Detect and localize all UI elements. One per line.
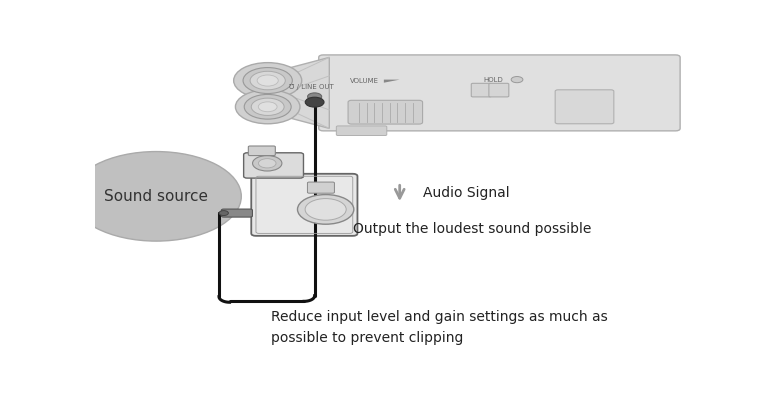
Circle shape — [71, 152, 241, 241]
Circle shape — [245, 95, 291, 119]
FancyBboxPatch shape — [489, 83, 509, 97]
Circle shape — [298, 194, 354, 224]
Text: ℧ / LINE OUT: ℧ / LINE OUT — [289, 85, 334, 90]
Text: Output the loudest sound possible: Output the loudest sound possible — [353, 222, 591, 236]
Polygon shape — [259, 57, 329, 128]
Text: HOLD: HOLD — [484, 77, 503, 83]
FancyBboxPatch shape — [221, 209, 252, 217]
Circle shape — [250, 71, 285, 90]
Circle shape — [305, 198, 346, 220]
Text: Reduce input level and gain settings as much as
possible to prevent clipping: Reduce input level and gain settings as … — [271, 310, 607, 345]
Text: Sound source: Sound source — [104, 189, 208, 204]
Circle shape — [258, 159, 276, 168]
FancyBboxPatch shape — [555, 90, 614, 124]
Circle shape — [305, 97, 324, 107]
Circle shape — [234, 63, 302, 99]
Circle shape — [235, 90, 300, 124]
Circle shape — [243, 68, 292, 93]
FancyBboxPatch shape — [319, 55, 680, 131]
Circle shape — [307, 93, 322, 100]
Circle shape — [258, 102, 277, 112]
Circle shape — [511, 77, 523, 83]
FancyBboxPatch shape — [248, 146, 276, 156]
Text: VOLUME: VOLUME — [350, 77, 378, 83]
FancyBboxPatch shape — [307, 182, 335, 193]
Circle shape — [253, 156, 282, 171]
Circle shape — [257, 75, 279, 86]
Circle shape — [251, 98, 284, 115]
FancyBboxPatch shape — [251, 174, 357, 236]
FancyBboxPatch shape — [244, 153, 304, 178]
FancyBboxPatch shape — [348, 100, 422, 124]
Circle shape — [219, 211, 229, 216]
Text: Audio Signal: Audio Signal — [423, 186, 509, 200]
FancyBboxPatch shape — [472, 83, 491, 97]
FancyBboxPatch shape — [336, 126, 387, 136]
Polygon shape — [384, 80, 400, 83]
